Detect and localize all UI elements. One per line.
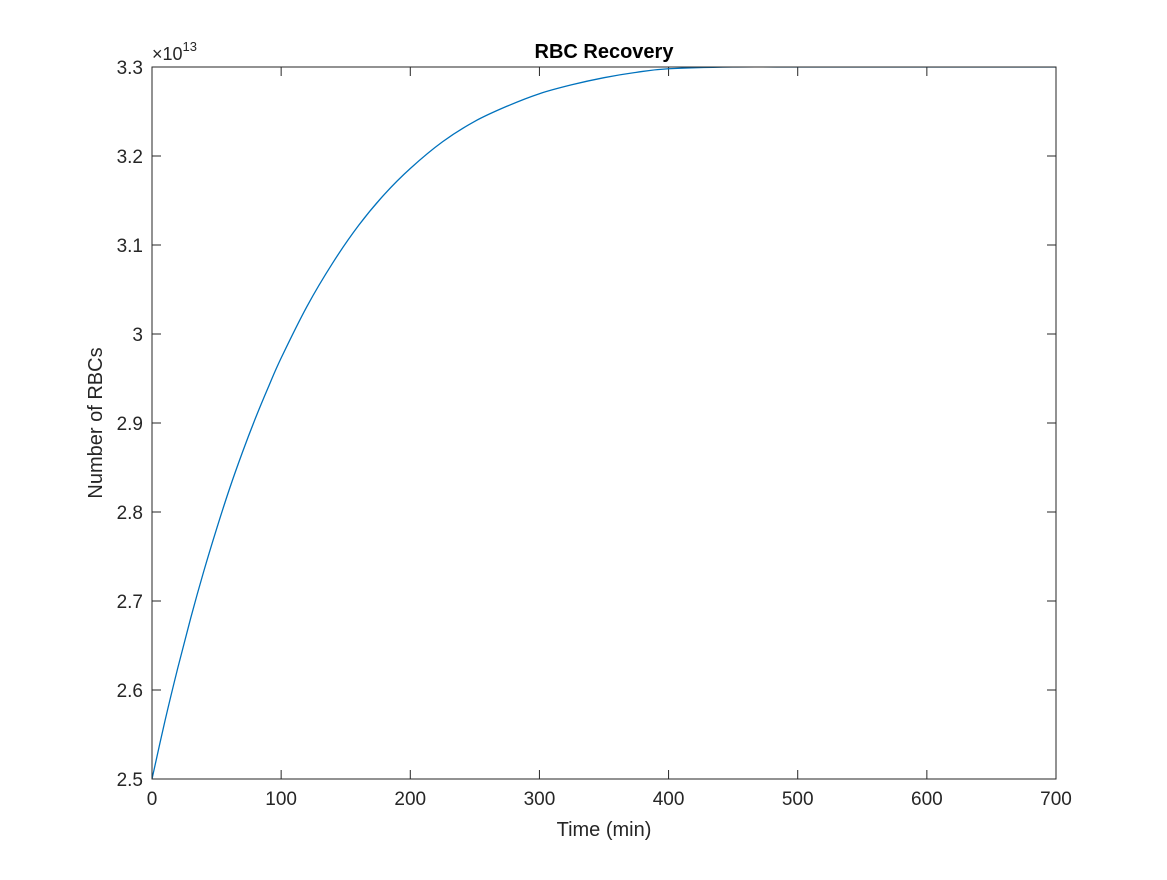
y-tick-label: 3.2	[117, 147, 143, 168]
chart-title: RBC Recovery	[535, 41, 675, 63]
y-exponent-power: 13	[183, 39, 197, 54]
y-tick-label: 2.9	[117, 414, 143, 435]
y-axis-label: Number of RBCs	[85, 347, 107, 498]
y-tick-label: 2.6	[117, 681, 143, 702]
x-axis-label: Time (min)	[557, 819, 652, 841]
plot-area	[152, 67, 1056, 779]
x-tick-label: 300	[524, 789, 556, 810]
y-tick-label: 3.1	[117, 236, 143, 257]
y-exponent-multiplier: ×1013	[152, 39, 197, 64]
y-tick-label: 3.3	[117, 58, 143, 79]
x-tick-label: 200	[394, 789, 426, 810]
x-tick-label: 700	[1040, 789, 1072, 810]
x-tick-label: 0	[147, 789, 158, 810]
x-tick-label: 400	[653, 789, 685, 810]
y-tick-label: 2.8	[117, 503, 143, 524]
y-tick-label: 2.5	[117, 770, 143, 791]
series-line	[152, 67, 1056, 779]
x-tick-label: 500	[782, 789, 814, 810]
chart-marks: 0 100 200 300 400 500 600 700 2.5 2.6 2.7 2.8 2.9 3 3.…	[117, 58, 1072, 810]
x-tick-label: 100	[265, 789, 297, 810]
y-tick-label: 3	[132, 325, 143, 346]
x-tick-label: 600	[911, 789, 943, 810]
axes-box	[151, 66, 1057, 780]
y-tick-label: 2.7	[117, 592, 143, 613]
y-exponent-base: ×10	[152, 44, 183, 64]
